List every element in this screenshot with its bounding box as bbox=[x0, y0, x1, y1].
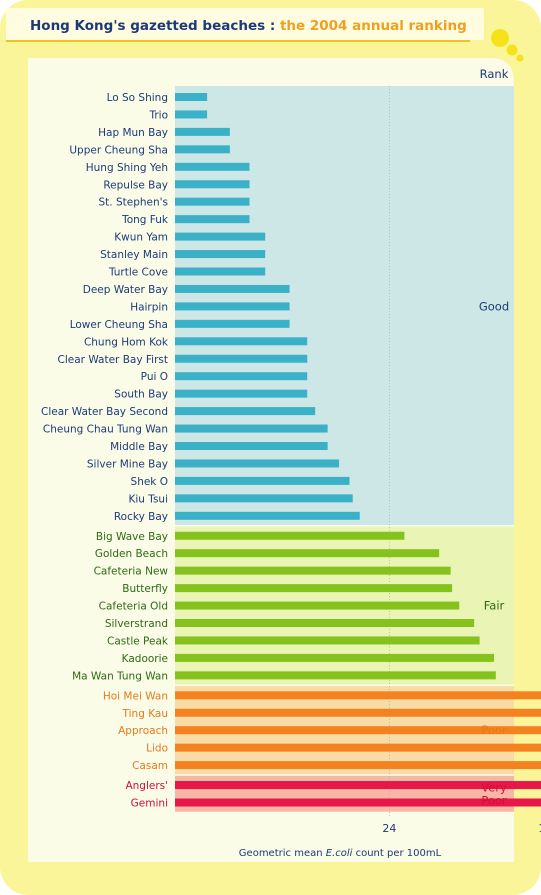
beach-label: Lower Cheung Sha bbox=[70, 319, 168, 331]
beach-label: Hung Shing Yeh bbox=[86, 162, 168, 174]
bar-cafeteria-old bbox=[175, 601, 460, 610]
beach-label: Lido bbox=[146, 743, 168, 755]
beach-label: Upper Cheung Sha bbox=[69, 144, 168, 156]
category-label-very-poor: Very bbox=[481, 780, 507, 794]
beach-label: Trio bbox=[148, 109, 168, 121]
bar-castle-peak bbox=[175, 636, 480, 645]
bar-kiu-tsui bbox=[175, 494, 353, 503]
beach-label: Clear Water Bay First bbox=[58, 354, 168, 366]
beach-label: Hoi Mei Wan bbox=[103, 690, 168, 702]
bar-upper-cheung-sha bbox=[175, 145, 230, 154]
x-tick-label: 24 bbox=[382, 822, 396, 835]
beach-label: Lo So Shing bbox=[107, 92, 168, 104]
beach-label: Casam bbox=[132, 760, 168, 772]
bar-deep-water-bay bbox=[175, 284, 290, 293]
bar-lido bbox=[175, 743, 541, 752]
bar-silver-mine-bay bbox=[175, 459, 340, 468]
bar-casam bbox=[175, 761, 541, 770]
bar-stanley-main bbox=[175, 250, 266, 259]
bar-st-stephen-s bbox=[175, 197, 250, 206]
bar-tong-fuk bbox=[175, 215, 250, 224]
decorative-dot-icon bbox=[516, 54, 524, 62]
bar-ting-kau bbox=[175, 708, 541, 717]
beach-label: Approach bbox=[118, 725, 168, 737]
beach-label: Tong Fuk bbox=[121, 214, 169, 226]
beach-label: Cafeteria Old bbox=[99, 601, 168, 613]
bar-hung-shing-yeh bbox=[175, 162, 250, 171]
beach-label: Stanley Main bbox=[100, 249, 168, 261]
x-tick-label: 180 bbox=[538, 822, 541, 835]
beach-label: South Bay bbox=[114, 389, 168, 401]
bar-butterfly bbox=[175, 584, 453, 593]
beach-label: Silver Mine Bay bbox=[87, 458, 168, 470]
bar-south-bay bbox=[175, 389, 308, 398]
beach-label: Silverstrand bbox=[105, 618, 168, 630]
beach-label: Gemini bbox=[131, 798, 168, 810]
bar-clear-water-bay-first bbox=[175, 354, 308, 363]
beach-label: Hap Mun Bay bbox=[98, 127, 168, 139]
page-title: Hong Kong's gazetted beaches : the 2004 … bbox=[30, 18, 467, 34]
bar-pui-o bbox=[175, 372, 308, 381]
category-label-fair: Fair bbox=[484, 599, 505, 613]
beach-label: Middle Bay bbox=[110, 441, 168, 453]
title-sub: the 2004 annual ranking bbox=[279, 18, 467, 34]
beach-label: Kwun Yam bbox=[114, 232, 168, 244]
beach-label: Golden Beach bbox=[95, 548, 168, 560]
beach-label: Ting Kau bbox=[122, 708, 168, 720]
beach-label: Butterfly bbox=[122, 583, 168, 595]
bar-lo-so-shing bbox=[175, 93, 208, 101]
beach-label: Chung Hom Kok bbox=[84, 336, 169, 348]
beach-label: Kadoorie bbox=[122, 653, 168, 665]
bar-anglers bbox=[175, 781, 541, 790]
beach-label: Big Wave Bay bbox=[96, 531, 168, 543]
category-label-good: Good bbox=[479, 299, 509, 313]
bar-lower-cheung-sha bbox=[175, 319, 290, 328]
decorative-dot-icon bbox=[491, 29, 509, 47]
bar-hairpin bbox=[175, 302, 290, 311]
beach-label: Rocky Bay bbox=[114, 511, 168, 523]
bar-ma-wan-tung-wan bbox=[175, 671, 496, 680]
bar-turtle-cove bbox=[175, 267, 266, 276]
bar-kwun-yam bbox=[175, 232, 266, 241]
beach-label: Hairpin bbox=[130, 301, 168, 313]
beach-label: Castle Peak bbox=[107, 635, 169, 647]
rank-header: Rank bbox=[480, 67, 509, 81]
beach-label: Repulse Bay bbox=[103, 179, 168, 191]
bar-shek-o bbox=[175, 476, 350, 485]
category-label-very-poor: Poor bbox=[481, 793, 507, 807]
x-axis-title: Geometric mean E.coli count per 100mL bbox=[239, 848, 442, 859]
beach-label: Shek O bbox=[131, 476, 168, 488]
bar-big-wave-bay bbox=[175, 531, 405, 540]
bar-kadoorie bbox=[175, 653, 495, 662]
beach-label: Ma Wan Tung Wan bbox=[72, 670, 168, 682]
bar-rocky-bay bbox=[175, 511, 360, 520]
bar-chung-hom-kok bbox=[175, 337, 308, 346]
bar-gemini bbox=[175, 798, 541, 807]
beach-label: Clear Water Bay Second bbox=[41, 406, 168, 418]
bar-cafeteria-new bbox=[175, 566, 451, 575]
beach-label: Anglers' bbox=[125, 780, 168, 792]
beach-label: Cheung Chau Tung Wan bbox=[43, 424, 168, 436]
beach-label: St. Stephen's bbox=[99, 197, 169, 209]
beach-label: Kiu Tsui bbox=[128, 493, 168, 505]
beach-label: Turtle Cove bbox=[108, 267, 168, 279]
category-label-poor: Poor bbox=[481, 723, 507, 737]
bar-approach bbox=[175, 726, 541, 735]
beach-label: Deep Water Bay bbox=[83, 284, 168, 296]
bar-hap-mun-bay bbox=[175, 127, 230, 136]
bar-repulse-bay bbox=[175, 180, 250, 189]
bar-silverstrand bbox=[175, 619, 475, 627]
beach-label: Pui O bbox=[141, 371, 168, 383]
bar-clear-water-bay-second bbox=[175, 407, 316, 416]
bar-golden-beach bbox=[175, 549, 440, 558]
title-main: Hong Kong's gazetted beaches : bbox=[30, 18, 276, 34]
bar-cheung-chau-tung-wan bbox=[175, 424, 328, 433]
beach-label: Cafeteria New bbox=[94, 566, 169, 578]
bar-trio bbox=[175, 110, 208, 119]
bar-middle-bay bbox=[175, 442, 328, 450]
decorative-dot-icon bbox=[506, 44, 518, 56]
bar-hoi-mei-wan bbox=[175, 691, 541, 700]
